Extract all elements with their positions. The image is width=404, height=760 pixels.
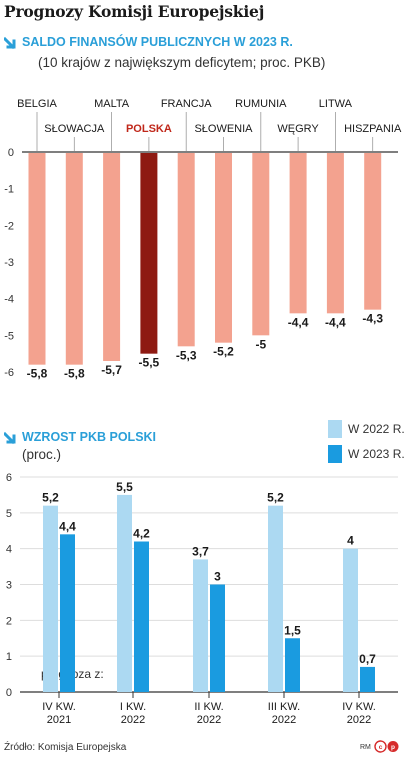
bar <box>364 153 382 310</box>
value-label: 3 <box>214 570 221 584</box>
category-label: RUMUNIA <box>235 98 287 110</box>
legend-swatch <box>328 420 342 438</box>
x-tick-label: IV KW. <box>342 701 376 713</box>
chart2-subtitle: (proc.) <box>22 447 62 462</box>
y-tick-label: 0 <box>6 687 12 699</box>
svg-text:c: c <box>379 744 383 751</box>
y-tick-label: -3 <box>4 257 14 269</box>
value-label: -4,4 <box>325 315 346 329</box>
y-tick-label: -4 <box>4 294 14 306</box>
creative-commons-icon: c p <box>374 740 399 753</box>
chart1-title: SALDO FINANSÓW PUBLICZNYCH W 2023 R. <box>22 35 293 49</box>
x-tick-label: 2021 <box>47 714 71 726</box>
page-title: Prognozy Komisji Europejskiej <box>4 2 265 21</box>
bar <box>252 153 270 336</box>
bar <box>360 666 375 692</box>
y-tick-label: -5 <box>4 330 14 342</box>
category-label: SŁOWENIA <box>194 123 253 135</box>
value-label: -4,3 <box>362 312 383 326</box>
value-label: 4,4 <box>59 519 76 533</box>
category-label: LITWA <box>319 98 353 110</box>
value-label: -5,7 <box>101 363 122 377</box>
legend-label: W 2023 R. <box>348 447 404 461</box>
svg-text:p: p <box>391 744 395 751</box>
y-tick-label: 3 <box>6 580 12 592</box>
value-label: -5,5 <box>139 356 160 370</box>
gdp-growth-chart: 0123456prognoza z:5,24,4IV KW.20215,54,2… <box>6 420 404 726</box>
value-label: -5 <box>255 337 266 351</box>
deficit-chart: 0 -1 -2 -3 -4 -5 -6 BELGIA -5,8 SŁOWACJA -5,8 MALTA… <box>4 98 402 381</box>
bar <box>28 153 46 365</box>
arrow-down-right-icon <box>4 36 16 50</box>
x-tick-label: II KW. <box>194 701 223 713</box>
value-label: -5,8 <box>64 367 85 381</box>
author-initials: RM <box>360 744 371 751</box>
category-label: BELGIA <box>17 98 57 110</box>
bar <box>134 541 149 692</box>
x-tick-label: IV KW. <box>42 701 76 713</box>
y-tick-label: 1 <box>6 651 12 663</box>
bar <box>289 153 307 314</box>
x-tick-label: 2022 <box>121 714 145 726</box>
bar <box>285 638 300 692</box>
y-tick-label: -6 <box>4 367 14 379</box>
value-label: -5,8 <box>27 367 48 381</box>
y-tick-label: -1 <box>4 184 14 196</box>
value-label: -5,2 <box>213 345 234 359</box>
legend-label: W 2022 R. <box>348 422 404 436</box>
value-label: 0,7 <box>359 652 376 666</box>
value-label: 5,5 <box>116 480 133 494</box>
category-label: MALTA <box>94 98 130 110</box>
x-tick-label: 2022 <box>272 714 296 726</box>
legend-swatch <box>328 445 342 463</box>
y-tick-label: 0 <box>8 147 14 159</box>
bar <box>210 584 225 692</box>
value-label: 4,2 <box>133 527 150 541</box>
bar <box>60 534 75 692</box>
bar <box>103 153 121 361</box>
category-label: WĘGRY <box>277 123 319 135</box>
bar <box>268 505 283 692</box>
bar <box>140 153 158 354</box>
category-label: HISZPANIA <box>344 123 402 135</box>
x-tick-label: 2022 <box>197 714 221 726</box>
category-label: SŁOWACJA <box>44 123 105 135</box>
value-label: 3,7 <box>192 544 209 558</box>
bar <box>215 153 232 343</box>
chart1-subtitle: (10 krajów z największym deficytem; proc… <box>38 55 326 70</box>
bar <box>65 153 83 365</box>
value-label: 5,2 <box>267 491 284 505</box>
value-label: -4,4 <box>288 315 309 329</box>
x-tick-label: I KW. <box>120 701 146 713</box>
bar <box>117 494 132 692</box>
arrow-down-right-icon <box>4 431 16 445</box>
category-label: FRANCJA <box>161 98 212 110</box>
bar <box>43 505 58 692</box>
y-tick-label: -2 <box>4 220 14 232</box>
value-label: -5,3 <box>176 348 197 362</box>
bar <box>193 559 208 692</box>
y-tick-label: 2 <box>6 615 12 627</box>
value-label: 4 <box>347 534 354 548</box>
category-label: POLSKA <box>126 123 172 135</box>
y-tick-label: 4 <box>6 544 12 556</box>
bar <box>343 548 358 692</box>
y-tick-label: 6 <box>6 472 12 484</box>
chart2-title: WZROST PKB POLSKI <box>22 430 157 444</box>
bar <box>177 153 195 347</box>
source-note: Źródło: Komisja Europejska <box>4 742 127 753</box>
value-label: 5,2 <box>42 491 59 505</box>
bar <box>326 153 344 314</box>
x-tick-label: 2022 <box>347 714 371 726</box>
y-tick-label: 5 <box>6 508 12 520</box>
x-tick-label: III KW. <box>268 701 300 713</box>
value-label: 1,5 <box>284 623 301 637</box>
